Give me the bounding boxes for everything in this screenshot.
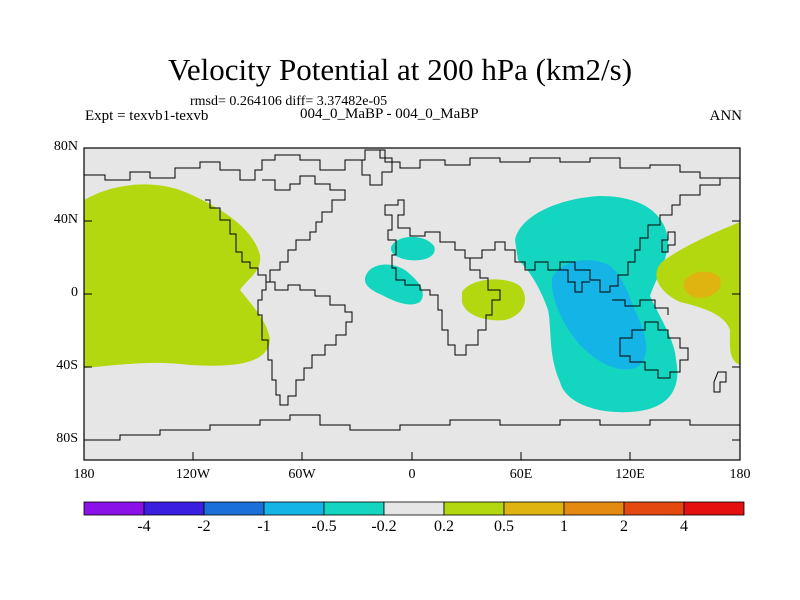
coastline-greenland xyxy=(361,149,393,186)
colorbar-swatch xyxy=(83,501,145,516)
y-axis-ticks xyxy=(84,147,740,441)
contour-atlantic-negative-north xyxy=(390,236,435,261)
colorbar-label: -2 xyxy=(197,518,211,535)
experiment-label: Expt = texvb1-texvb xyxy=(85,108,209,124)
coastline-indonesia xyxy=(612,299,669,315)
y-label-80s: 80S xyxy=(56,431,78,446)
y-label-0: 0 xyxy=(71,285,78,300)
colorbar-label: -0.5 xyxy=(311,518,337,535)
x-axis-ticks xyxy=(83,452,741,460)
x-label-60e: 60E xyxy=(509,467,533,482)
colorbar-label: -0.2 xyxy=(371,518,397,535)
contour-eastpacific-positive-strong xyxy=(683,271,721,298)
x-label-60w: 60W xyxy=(288,467,316,482)
coastline-india xyxy=(560,269,590,293)
coastline-north-america xyxy=(205,175,346,283)
y-label-40s: 40S xyxy=(56,358,78,373)
colorbar-label: 2 xyxy=(620,518,628,535)
colorbar-swatch xyxy=(503,501,565,516)
coastline-south-america xyxy=(257,281,353,406)
contour-pacific-positive xyxy=(84,184,270,368)
colorbar-swatch xyxy=(323,501,385,516)
coastlines xyxy=(84,149,740,441)
colorbar-swatch xyxy=(563,501,625,516)
coastline-asia xyxy=(470,178,721,293)
colorbar-swatch xyxy=(683,501,745,516)
colorbar-label: 1 xyxy=(560,518,568,535)
coastline-japan xyxy=(661,231,676,253)
x-label-180e: 180 xyxy=(729,467,751,482)
case-label: 004_0_MaBP - 004_0_MaBP xyxy=(300,106,479,122)
coastline-antarctica xyxy=(84,414,740,441)
colorbar-swatch xyxy=(263,501,325,516)
colorbar-swatch xyxy=(443,501,505,516)
colorbar-label: -4 xyxy=(137,518,151,535)
colorbar-label: 0.5 xyxy=(494,518,514,535)
coastline-europe-africa xyxy=(384,199,501,356)
colorbar-swatch xyxy=(383,501,445,516)
colorbar-swatch xyxy=(623,501,685,516)
colorbar-label: -1 xyxy=(257,518,271,535)
stats-text: rmsd= 0.264106 diff= 3.37482e-05 xyxy=(190,94,388,109)
plot-title: Velocity Potential at 200 hPa (km2/s) xyxy=(167,52,633,87)
y-label-40n: 40N xyxy=(53,212,78,227)
season-label: ANN xyxy=(709,108,743,124)
y-label-80n: 80N xyxy=(53,139,78,154)
x-label-0: 0 xyxy=(408,467,416,482)
contour-atlantic-negative-south xyxy=(364,264,423,305)
colorbar-swatch xyxy=(143,501,205,516)
coastline-new-zealand xyxy=(713,371,727,393)
colorbar-swatch xyxy=(203,501,265,516)
x-label-120w: 120W xyxy=(175,467,211,482)
colorbar-label: 0.2 xyxy=(434,518,454,535)
coastline-australia xyxy=(619,321,689,379)
x-label-120e: 120E xyxy=(615,467,645,482)
colorbar xyxy=(83,501,745,516)
x-label-180w: 180 xyxy=(73,467,95,482)
colorbar-label: 4 xyxy=(680,518,688,535)
